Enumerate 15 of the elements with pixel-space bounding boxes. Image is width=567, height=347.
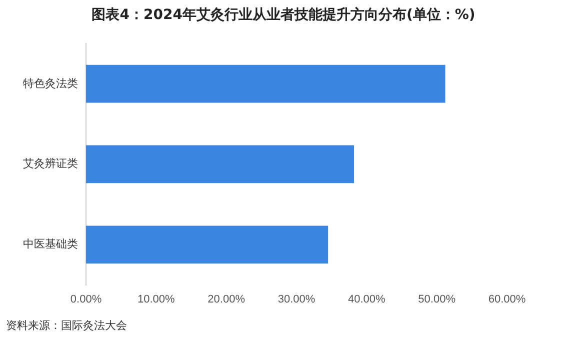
x-tick-label: 40.00% <box>348 293 386 306</box>
text: 资料来源：国际灸法大会 <box>6 318 127 333</box>
y-tick-label: 中医基础类 <box>23 238 78 251</box>
y-tick-label: 特色灸法类 <box>23 76 78 90</box>
bar <box>86 145 354 184</box>
bar <box>86 226 328 264</box>
x-tick-label: 50.00% <box>418 293 456 306</box>
x-tick-label: 10.00% <box>138 293 176 306</box>
x-tick-label: 20.00% <box>208 293 246 306</box>
bar <box>86 64 446 103</box>
x-tick-label: 30.00% <box>278 293 316 306</box>
x-tick-label: 60.00% <box>488 293 526 306</box>
x-tick-label: 0.00% <box>70 293 102 306</box>
chart-title: 图表4：2024年艾灸行业从业者技能提升方向分布(单位：%) <box>90 6 476 24</box>
y-tick-label: 艾灸辨证类 <box>23 157 78 170</box>
